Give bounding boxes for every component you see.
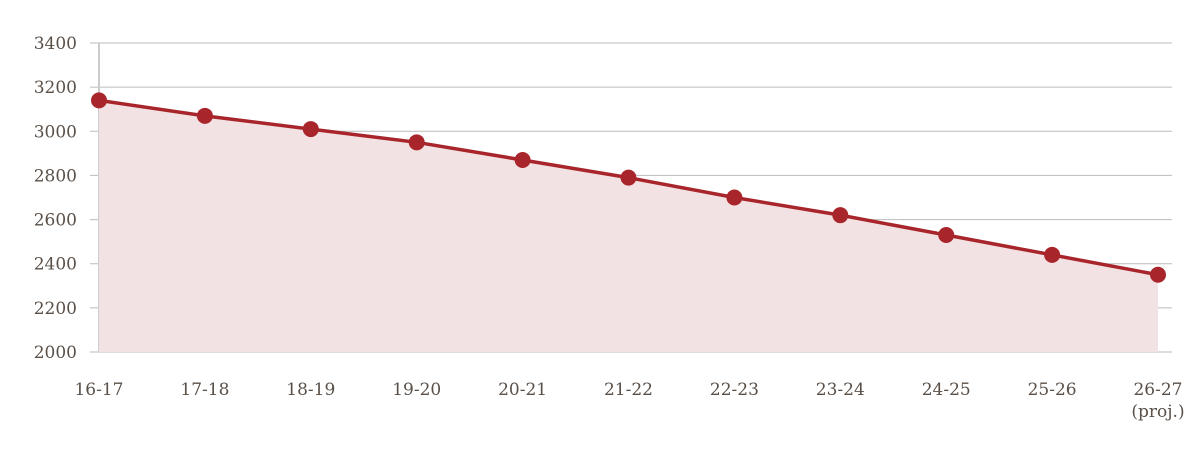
- data-point[interactable]: [832, 207, 849, 224]
- x-tick-label: 25-26: [1028, 380, 1077, 400]
- data-point[interactable]: [514, 151, 531, 168]
- x-tick-label: 19-20: [392, 380, 441, 400]
- y-tick-label: 2800: [34, 166, 77, 186]
- x-tick-label: 21-22: [604, 380, 653, 400]
- x-tick-label: 20-21: [498, 380, 547, 400]
- x-tick-label: (proj.): [1131, 402, 1184, 422]
- area-fill: [99, 100, 1158, 352]
- y-tick-label: 3000: [34, 122, 77, 142]
- data-point[interactable]: [726, 189, 743, 206]
- x-tick-label: 23-24: [816, 380, 865, 400]
- data-point[interactable]: [408, 134, 425, 151]
- x-axis: 16-17 17-18 18-19 19-20 20-21 21-22 22-23 23-24…: [74, 380, 1184, 422]
- y-tick-label: 2000: [34, 343, 77, 363]
- series: [91, 92, 1166, 283]
- area-path: [99, 100, 1158, 352]
- x-tick-label: 17-18: [180, 380, 229, 400]
- data-point[interactable]: [1044, 246, 1061, 263]
- y-tick-label: 3400: [34, 34, 77, 54]
- x-tick-label: 16-17: [74, 380, 123, 400]
- y-tick-label: 2400: [34, 255, 77, 275]
- y-tick-label: 2200: [34, 299, 77, 319]
- x-tick-label: 18-19: [286, 380, 335, 400]
- data-point[interactable]: [302, 121, 319, 138]
- data-point[interactable]: [938, 227, 955, 244]
- x-tick-label: 26-27: [1133, 380, 1182, 400]
- x-tick-label: 24-25: [922, 380, 971, 400]
- data-point[interactable]: [91, 92, 107, 109]
- data-point[interactable]: [196, 107, 213, 124]
- y-tick-label: 2600: [34, 211, 77, 231]
- data-point[interactable]: [1150, 266, 1166, 283]
- y-tick-label: 3200: [34, 78, 77, 98]
- x-tick-label: 22-23: [710, 380, 759, 400]
- data-point[interactable]: [620, 169, 637, 186]
- y-axis: 2000 2200 2400 2600 2800 3000 3200 3400: [34, 34, 77, 363]
